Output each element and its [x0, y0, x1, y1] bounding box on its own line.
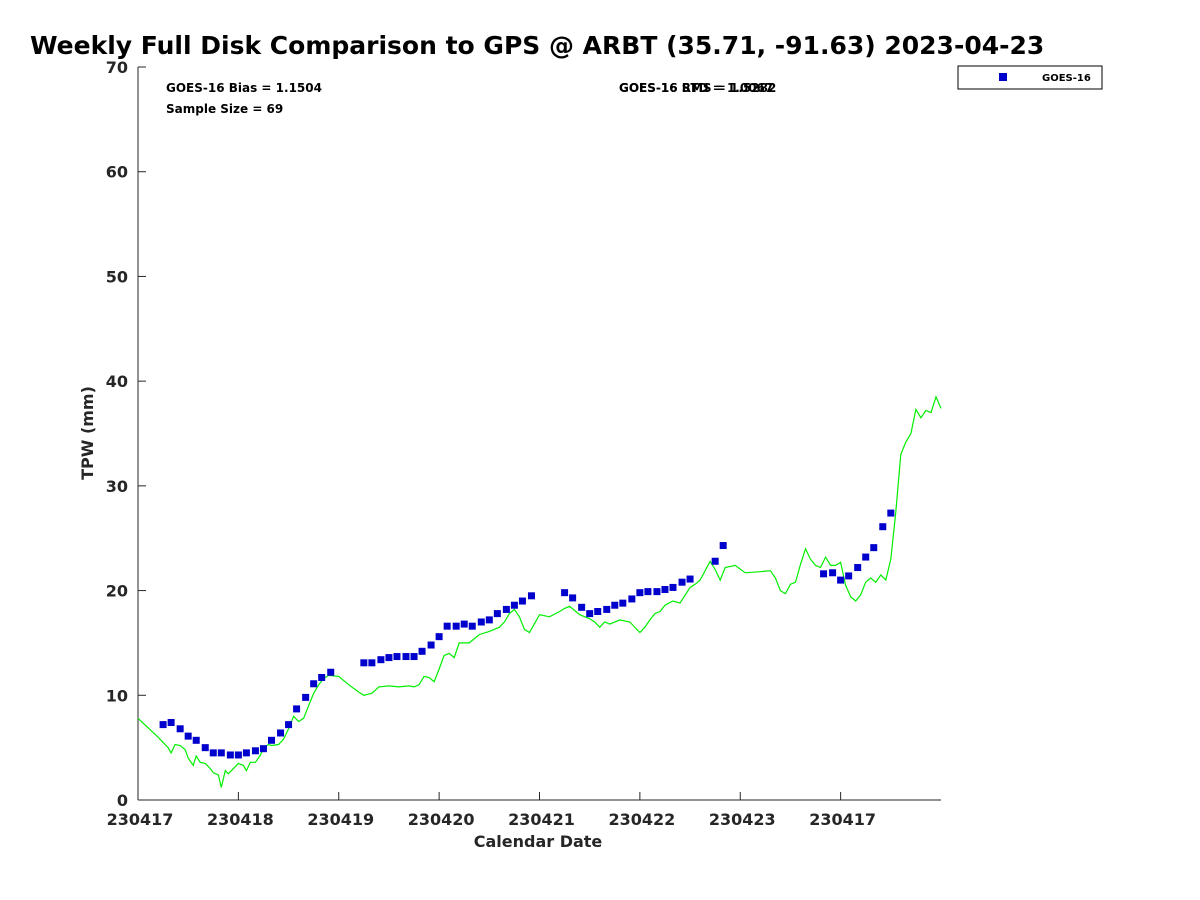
goes16-point [234, 751, 242, 759]
goes16-point [719, 542, 727, 550]
goes16-point [285, 721, 293, 729]
goes16-point [327, 668, 335, 676]
y-tick-label: 10 [106, 686, 128, 705]
goes16-point [477, 618, 485, 626]
legend: GOES-16 [957, 65, 1103, 90]
goes16-point [360, 659, 368, 667]
goes16-point [502, 605, 510, 613]
goes16-point [829, 569, 837, 577]
goes16-point [594, 608, 602, 616]
goes16-point [854, 564, 862, 572]
goes16-point [686, 575, 694, 583]
chart-title: Weekly Full Disk Comparison to GPS @ ARB… [30, 31, 1044, 60]
x-tick-label: 230418 [207, 810, 274, 829]
x-tick-label: 230423 [709, 810, 776, 829]
x-tick-label: 230421 [508, 810, 575, 829]
goes16-point [636, 589, 644, 597]
goes16-point [167, 719, 175, 727]
goes16-point [578, 603, 586, 611]
goes16-point [820, 570, 828, 578]
goes16-point [452, 622, 460, 630]
y-tick-label: 50 [106, 267, 128, 286]
goes16-point [427, 641, 435, 649]
goes16-point [711, 557, 719, 565]
goes16-point [870, 544, 878, 552]
x-tick-label: 230422 [608, 810, 675, 829]
goes16-point [302, 693, 310, 701]
goes16-point [669, 583, 677, 591]
x-tick-label: 230419 [307, 810, 374, 829]
legend-marker-goes16 [999, 73, 1007, 81]
legend-box [957, 65, 1103, 90]
goes16-point [862, 553, 870, 561]
goes16-point [569, 594, 577, 602]
goes16-point [518, 597, 526, 605]
goes16-point [837, 576, 845, 584]
gps-series-line [137, 395, 942, 788]
sample-size-annotation: Sample Size = 69 [166, 102, 283, 116]
goes16-point [226, 751, 234, 759]
y-tick-label: 70 [106, 58, 128, 77]
goes16-point [251, 747, 259, 755]
goes16-point [611, 601, 619, 609]
goes16-point [644, 588, 652, 596]
goes16-point [368, 659, 376, 667]
goes16-point [217, 749, 225, 757]
x-axis-label: Calendar Date [474, 832, 603, 851]
bias-annotation: GOES-16 Bias = 1.1504 [166, 81, 322, 95]
y-tick-label: 30 [106, 477, 128, 496]
x-tick-label: 230417 [107, 810, 174, 829]
y-tick-label: 0 [117, 791, 128, 810]
legend-label-goes16: GOES-16 [1042, 73, 1091, 84]
goes16-point [619, 599, 627, 607]
goes16-point [586, 610, 594, 618]
goes16-point [310, 680, 318, 688]
goes16-point [493, 610, 501, 618]
goes16-point [527, 592, 535, 600]
goes16-point [184, 732, 192, 740]
goes16-point [293, 705, 301, 713]
goes16-point [385, 654, 393, 662]
goes16-point [393, 653, 401, 661]
goes16-point [176, 725, 184, 733]
goes16-point [192, 736, 200, 744]
goes16-point [845, 572, 853, 580]
goes16-point [443, 622, 451, 630]
goes16-point [435, 633, 443, 641]
y-tick-label: 60 [106, 163, 128, 182]
rms-annotation: GOES-16 RMS = 1.5282 [619, 81, 776, 95]
goes16-point [267, 736, 275, 744]
goes16-point [259, 745, 267, 753]
goes16-point [277, 729, 285, 737]
y-axis-label: TPW (mm) [78, 386, 97, 480]
goes16-point [402, 653, 410, 661]
goes16-point [661, 586, 669, 594]
goes16-point [653, 588, 661, 596]
goes16-point [159, 721, 167, 729]
goes16-point [410, 653, 418, 661]
goes16-point [603, 605, 611, 613]
goes16-point [209, 749, 217, 757]
goes16-point [201, 744, 209, 752]
goes16-point [468, 622, 476, 630]
std-annotation: GOES-16 STD = 1.0067 [619, 81, 773, 95]
goes16-point [561, 589, 569, 597]
y-tick-label: 40 [106, 372, 128, 391]
x-tick-label: 230417 [809, 810, 876, 829]
goes16-point [879, 523, 887, 531]
goes16-point [242, 749, 250, 757]
goes16-point [628, 595, 636, 603]
x-tick-label: 230420 [408, 810, 475, 829]
goes16-point [887, 509, 895, 517]
goes16-point [318, 673, 326, 681]
goes16-point [678, 578, 686, 586]
goes16-point [510, 601, 518, 609]
goes16-point [485, 616, 493, 624]
y-tick-label: 20 [106, 582, 128, 601]
goes16-point [418, 647, 426, 655]
goes16-point [377, 656, 385, 664]
goes16-point [460, 620, 468, 628]
